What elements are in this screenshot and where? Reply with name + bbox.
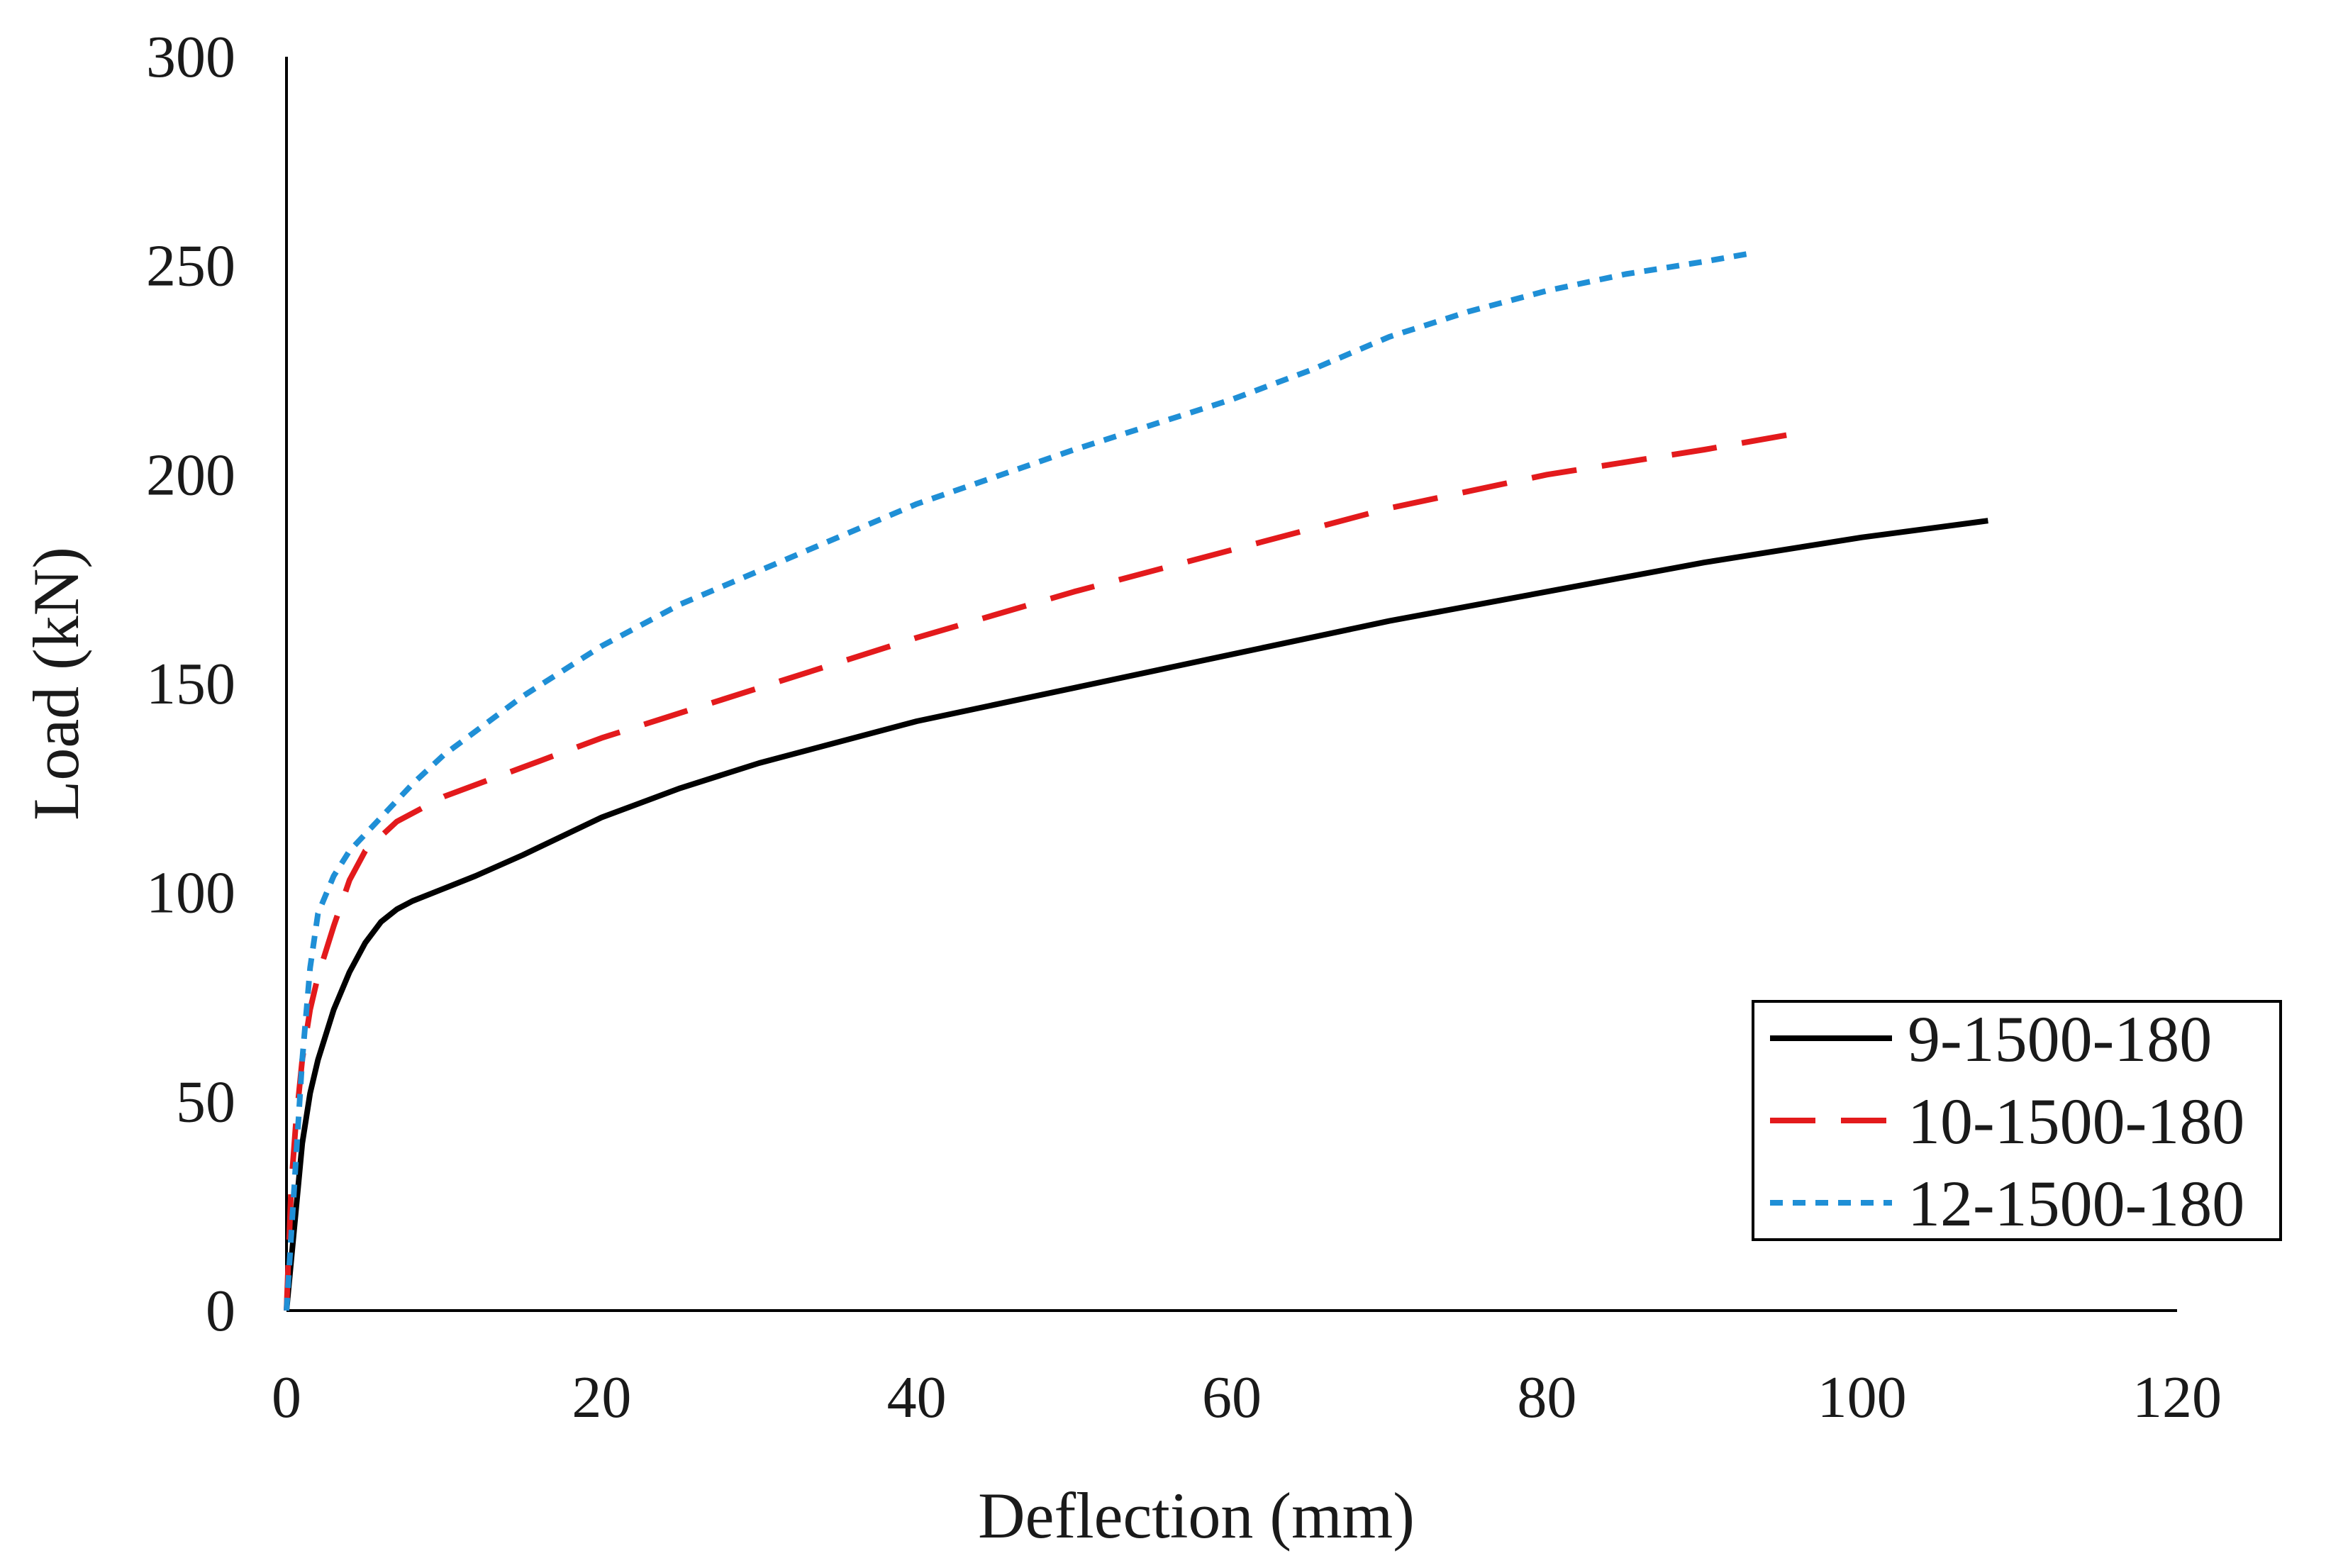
x-tick-label: 40 — [887, 1364, 947, 1430]
y-tick-label: 300 — [146, 24, 235, 90]
series-line-9-1500-180 — [284, 518, 1988, 1311]
legend: 9-1500-180 10-1500-180 12-1500-180 — [1752, 1000, 2282, 1241]
x-axis-title: Deflection (mm) — [978, 1479, 1415, 1552]
x-tick-label: 120 — [2132, 1364, 2222, 1430]
x-tick-label: 0 — [272, 1364, 301, 1430]
legend-label: 12-1500-180 — [1908, 1167, 2244, 1240]
series-layer — [284, 250, 1988, 1311]
series-line-12-1500-180 — [284, 250, 1752, 1311]
y-axis-title: Load (kN) — [20, 547, 92, 821]
y-tick-label: 250 — [146, 233, 235, 299]
y-tick-label: 200 — [146, 442, 235, 508]
legend-label: 10-1500-180 — [1908, 1085, 2244, 1157]
y-tick-label: 100 — [146, 860, 235, 926]
x-tick-label: 20 — [572, 1364, 631, 1430]
x-tick-label: 100 — [1818, 1364, 1907, 1430]
series-line-10-1500-180 — [284, 430, 1800, 1311]
axes: 0 50 100 150 200 250 300 0 20 40 60 80 100 120 — [146, 24, 2222, 1430]
y-tick-label: 50 — [176, 1069, 235, 1135]
legend-label: 9-1500-180 — [1908, 1003, 2212, 1075]
x-tick-label: 80 — [1517, 1364, 1576, 1430]
y-tick-label: 150 — [146, 651, 235, 717]
x-tick-label: 60 — [1202, 1364, 1262, 1430]
y-tick-label: 0 — [206, 1278, 235, 1344]
